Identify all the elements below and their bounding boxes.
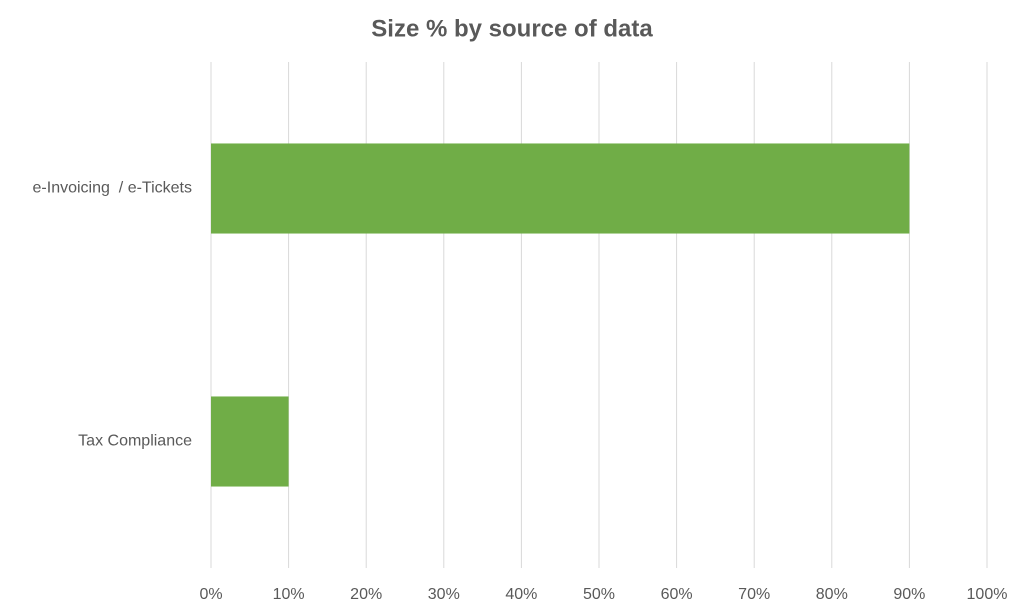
x-tick-label: 0% xyxy=(199,586,222,603)
y-tick-label: e-Invoicing / e-Tickets xyxy=(33,180,192,197)
x-tick-label: 20% xyxy=(350,586,382,603)
y-tick-label: Tax Compliance xyxy=(78,433,192,450)
bar xyxy=(211,396,289,487)
x-tick-label: 90% xyxy=(893,586,925,603)
x-tick-label: 60% xyxy=(661,586,693,603)
x-tick-label: 10% xyxy=(273,586,305,603)
x-tick-label: 30% xyxy=(428,586,460,603)
bar xyxy=(211,143,910,234)
x-tick-label: 50% xyxy=(583,586,615,603)
x-tick-label: 70% xyxy=(738,586,770,603)
x-tick-label: 40% xyxy=(505,586,537,603)
chart-title: Size % by source of data xyxy=(371,15,653,42)
x-tick-label: 80% xyxy=(816,586,848,603)
x-tick-label: 100% xyxy=(967,586,1008,603)
